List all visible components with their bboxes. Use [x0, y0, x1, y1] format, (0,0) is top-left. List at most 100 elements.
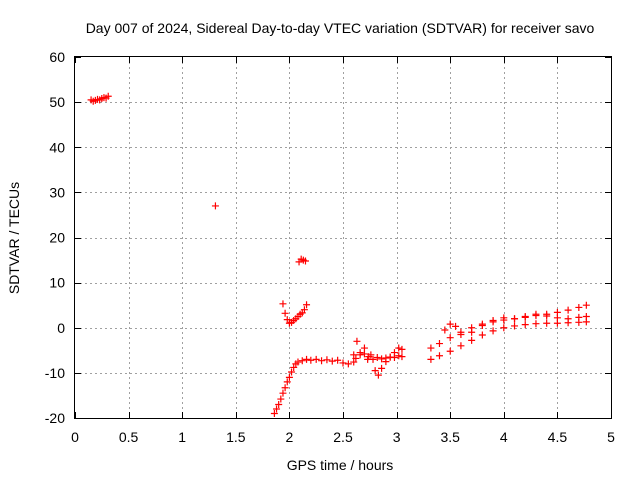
- x-tick-label: 4.5: [548, 429, 568, 445]
- chart-title: Day 007 of 2024, Sidereal Day-to-day VTE…: [86, 20, 595, 36]
- x-axis: 0 0.5 1 1.5 2 2.5 3 3.5 4 4.5 5: [71, 57, 615, 445]
- data-point: [318, 357, 326, 365]
- data-point: [275, 400, 283, 408]
- data-point: [532, 320, 540, 328]
- data-point: [312, 355, 320, 363]
- data-point: [270, 409, 278, 417]
- data-point: [564, 306, 572, 314]
- data-point: [511, 322, 519, 330]
- x-tick-label: 0.5: [119, 429, 139, 445]
- data-point: [435, 352, 443, 360]
- x-tick-label: 2: [286, 429, 294, 445]
- y-tick-label: 30: [49, 184, 65, 200]
- x-tick-label: 2.5: [333, 429, 353, 445]
- y-axis: -20 -10 0 10 20 30 40 50 60: [45, 49, 611, 426]
- data-point: [283, 316, 291, 324]
- series-late-mid: [441, 310, 590, 339]
- data-point: [511, 315, 519, 323]
- data-point: [298, 357, 306, 365]
- data-point: [478, 321, 486, 329]
- data-point: [575, 313, 583, 321]
- data-point: [382, 354, 390, 362]
- grid: [75, 57, 611, 418]
- data-point: [575, 303, 583, 311]
- data-point: [328, 357, 336, 365]
- y-tick-label: 0: [57, 320, 65, 336]
- x-axis-label: GPS time / hours: [287, 457, 394, 473]
- data-point: [350, 351, 358, 359]
- data-point: [468, 328, 476, 336]
- data-point: [521, 321, 529, 329]
- data-point: [452, 322, 460, 330]
- data-point: [543, 312, 551, 320]
- data-point: [339, 359, 347, 367]
- data-point: [395, 344, 403, 352]
- data-point: [281, 384, 289, 392]
- data-point: [273, 405, 281, 413]
- series-isolated: [211, 202, 219, 210]
- x-tick-label: 3.5: [440, 429, 460, 445]
- data-point: [211, 202, 219, 210]
- data-point: [489, 317, 497, 325]
- data-point: [378, 364, 386, 372]
- data-point: [582, 301, 590, 309]
- data-point: [279, 300, 287, 308]
- data-point: [277, 395, 285, 403]
- data-point: [303, 355, 311, 363]
- data-point: [532, 310, 540, 318]
- y-tick-label: 20: [49, 230, 65, 246]
- x-tick-label: 0: [71, 429, 79, 445]
- series-cluster-15: [295, 255, 309, 266]
- y-tick-label: -10: [45, 365, 65, 381]
- data-point: [457, 331, 465, 339]
- data-point: [553, 314, 561, 322]
- plot-frame: [74, 56, 612, 419]
- y-tick-label: 50: [49, 94, 65, 110]
- x-tick-label: 5: [607, 429, 615, 445]
- data-point: [334, 356, 342, 364]
- data-point: [398, 353, 406, 361]
- data-point: [446, 334, 454, 342]
- data-point: [303, 301, 311, 309]
- data-point: [478, 331, 486, 339]
- series-late-lower: [427, 318, 590, 363]
- data-point: [427, 355, 435, 363]
- data-point: [378, 355, 386, 363]
- data-point: [446, 320, 454, 328]
- data-point: [521, 312, 529, 320]
- x-tick-label: 1: [178, 429, 186, 445]
- data-point: [374, 371, 382, 379]
- data-point: [288, 368, 296, 376]
- y-axis-label: SDTVAR / TECUs: [6, 182, 22, 294]
- data-point: [369, 355, 377, 363]
- data-point: [279, 389, 287, 397]
- data-point: [365, 353, 373, 361]
- series-rising-track: [270, 355, 358, 417]
- data-point: [307, 356, 315, 364]
- data-point: [390, 354, 398, 362]
- data-point: [360, 350, 368, 358]
- data-point: [323, 356, 331, 364]
- data-point: [290, 363, 298, 371]
- data-point: [353, 337, 361, 345]
- data-point: [350, 358, 358, 366]
- data-point: [294, 358, 302, 366]
- data-point: [543, 319, 551, 327]
- y-tick-label: 60: [49, 49, 65, 65]
- data-point: [457, 342, 465, 350]
- data-point: [398, 345, 406, 353]
- data-point: [356, 351, 364, 359]
- data-point: [301, 257, 309, 265]
- x-tick-label: 4: [500, 429, 508, 445]
- data-point: [564, 315, 572, 323]
- data-point: [283, 378, 291, 386]
- data-point: [468, 336, 476, 344]
- data-point: [446, 347, 454, 355]
- y-tick-label: 10: [49, 275, 65, 291]
- data-point: [300, 306, 308, 314]
- data-point: [500, 324, 508, 332]
- y-tick-label: -20: [45, 410, 65, 426]
- data-point: [344, 360, 352, 368]
- data-point: [104, 92, 112, 100]
